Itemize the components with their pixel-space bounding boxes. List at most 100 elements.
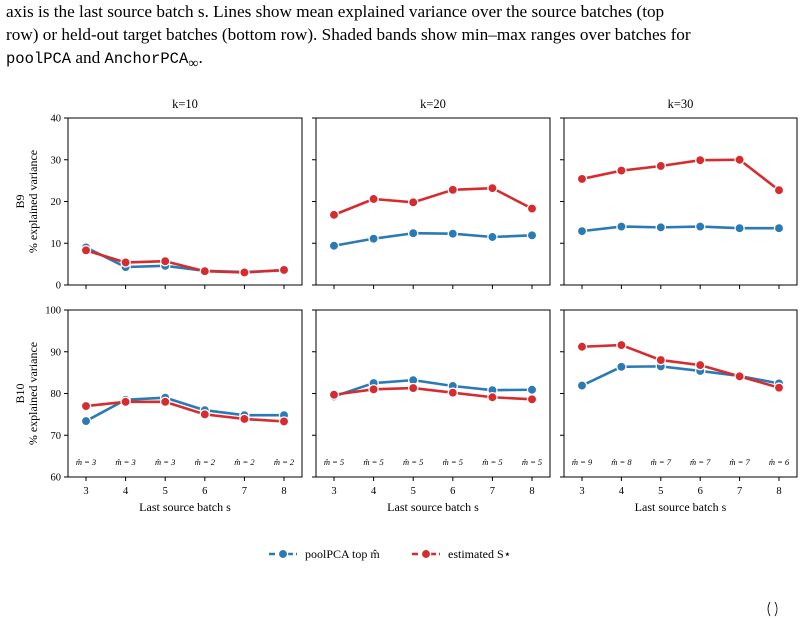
- caption-line-3: poolPCA and AnchorPCA∞.: [6, 46, 798, 75]
- y-tick-label: 0: [56, 281, 61, 292]
- estimated-point: [773, 184, 785, 196]
- legend-marker: [420, 548, 432, 560]
- poolpca-point: [576, 225, 588, 237]
- poolpca-line: [333, 378, 533, 398]
- mhat-annotation: m̂ = 5: [482, 457, 502, 467]
- mhat-annotation: m̂ = 8: [611, 457, 632, 467]
- x-tick-label: 7: [490, 486, 495, 497]
- mhat-annotation: m̂ = 7: [651, 457, 672, 467]
- x-axis-label: Last source batch s: [387, 500, 479, 514]
- estimated-point: [694, 359, 706, 371]
- citation-parentheses-icon: [767, 601, 778, 617]
- mhat-annotation: m̂ = 6: [769, 457, 790, 467]
- x-tick-label: 5: [411, 486, 416, 497]
- estimated-point: [199, 265, 211, 277]
- y-tick-label: 80: [51, 389, 62, 400]
- poolpca-point: [773, 222, 785, 234]
- mhat-annotation: m̂ = 5: [443, 457, 463, 467]
- caption-infinity: ∞: [188, 55, 199, 72]
- estimated-point: [239, 267, 250, 278]
- x-tick-label: 8: [281, 486, 286, 497]
- estimated-point: [120, 396, 131, 408]
- estimated-point: [694, 154, 706, 166]
- x-tick-label: 7: [737, 486, 742, 497]
- estimated-line: [333, 186, 533, 217]
- estimated-point: [487, 182, 498, 194]
- mhat-annotation: m̂ = 5: [363, 457, 383, 467]
- panel-title: k=20: [420, 97, 446, 111]
- x-tick-label: 6: [202, 486, 207, 497]
- y-tick-label: 90: [51, 347, 62, 358]
- mhat-annotation: m̂ = 9: [572, 457, 593, 467]
- poolpca-point: [616, 221, 627, 232]
- poolpca-point: [616, 361, 627, 373]
- panel-2-3: 3 4 5 6 7 8 Last source batch s m̂ = 9 m̂ = 8 m̂ …: [560, 309, 798, 514]
- estimated-point: [616, 165, 627, 176]
- poolpca-point: [655, 222, 667, 233]
- estimated-line: [581, 158, 780, 192]
- y-tick-label: 30: [51, 155, 62, 166]
- x-tick-label: 6: [698, 486, 703, 497]
- poolpca-point: [526, 230, 538, 241]
- estimated-point: [239, 413, 250, 425]
- mhat-annotation: m̂ = 3: [115, 457, 135, 467]
- panel-2-1: 60 70 80 90 100 3 4 5 6 7 8 Last source batch s B10%…: [13, 306, 303, 514]
- y-tick-label: 20: [51, 197, 62, 208]
- plot-frame: [67, 309, 303, 478]
- y-tick-label: 70: [51, 431, 62, 442]
- y-tick-label: 40: [51, 114, 62, 125]
- y-tick-label: 100: [45, 306, 61, 317]
- poolpca-point: [80, 415, 92, 427]
- x-axis-label: Last source batch s: [139, 500, 231, 514]
- mhat-annotation: m̂ = 5: [522, 457, 542, 467]
- caption-code-poolpca: poolPCA: [6, 50, 72, 68]
- caption-line-2: row) or held-out target batches (bottom …: [6, 25, 691, 44]
- caption-period: .: [198, 48, 203, 67]
- estimated-point: [526, 203, 538, 214]
- estimated-point: [655, 354, 667, 366]
- estimated-point: [487, 392, 498, 403]
- y-axis-label: B9: [13, 194, 27, 208]
- legend-marker: [277, 548, 289, 560]
- poolpca-line: [581, 365, 780, 387]
- estimated-line: [333, 386, 533, 401]
- mhat-annotation: m̂ = 7: [729, 457, 750, 467]
- estimated-point: [576, 341, 588, 352]
- x-axis-label: Last source batch s: [635, 500, 727, 514]
- panel-2-2: 3 4 5 6 7 8 Last source batch s m̂ = 5 m̂ = 5 m̂ …: [312, 309, 551, 514]
- poolpca-point: [447, 228, 459, 239]
- estimated-point: [368, 193, 379, 205]
- estimated-point: [655, 160, 667, 172]
- panel-title: k=10: [172, 97, 198, 111]
- estimated-point: [328, 389, 340, 401]
- x-tick-label: 5: [163, 486, 168, 497]
- x-tick-label: 4: [123, 486, 129, 497]
- mhat-annotation: m̂ = 2: [274, 457, 295, 467]
- estimated-point: [120, 257, 131, 268]
- mhat-annotation: m̂ = 7: [690, 457, 711, 467]
- plot-frame: [563, 117, 798, 286]
- caption-and: and: [71, 48, 105, 67]
- estimated-point: [328, 209, 340, 221]
- estimated-point: [159, 255, 171, 267]
- mhat-annotation: m̂ = 2: [195, 457, 216, 467]
- caption-code-anchorpca: AnchorPCA: [104, 50, 189, 68]
- x-tick-label: 7: [242, 486, 247, 497]
- estimated-point: [734, 154, 745, 165]
- mhat-annotation: m̂ = 2: [234, 457, 255, 467]
- legend: poolPCA top m̂ estimated S⋆: [269, 547, 511, 561]
- y-axis-label: B10: [13, 383, 27, 403]
- mhat-annotation: m̂ = 5: [403, 457, 423, 467]
- estimated-point: [80, 400, 92, 412]
- mhat-annotation: m̂ = 5: [324, 457, 344, 467]
- estimated-point: [447, 184, 459, 196]
- figure-caption: axis is the last source batch s. Lines s…: [6, 0, 798, 75]
- estimated-line: [85, 400, 285, 423]
- poolpca-point: [526, 384, 538, 395]
- panel-1-1: 0 10 20 30 40 k=10 B9% explained variance: [13, 97, 303, 292]
- poolpca-point: [368, 233, 379, 244]
- plot-frame: [67, 117, 303, 286]
- y-tick-label: 60: [51, 473, 62, 484]
- estimated-point: [773, 382, 785, 393]
